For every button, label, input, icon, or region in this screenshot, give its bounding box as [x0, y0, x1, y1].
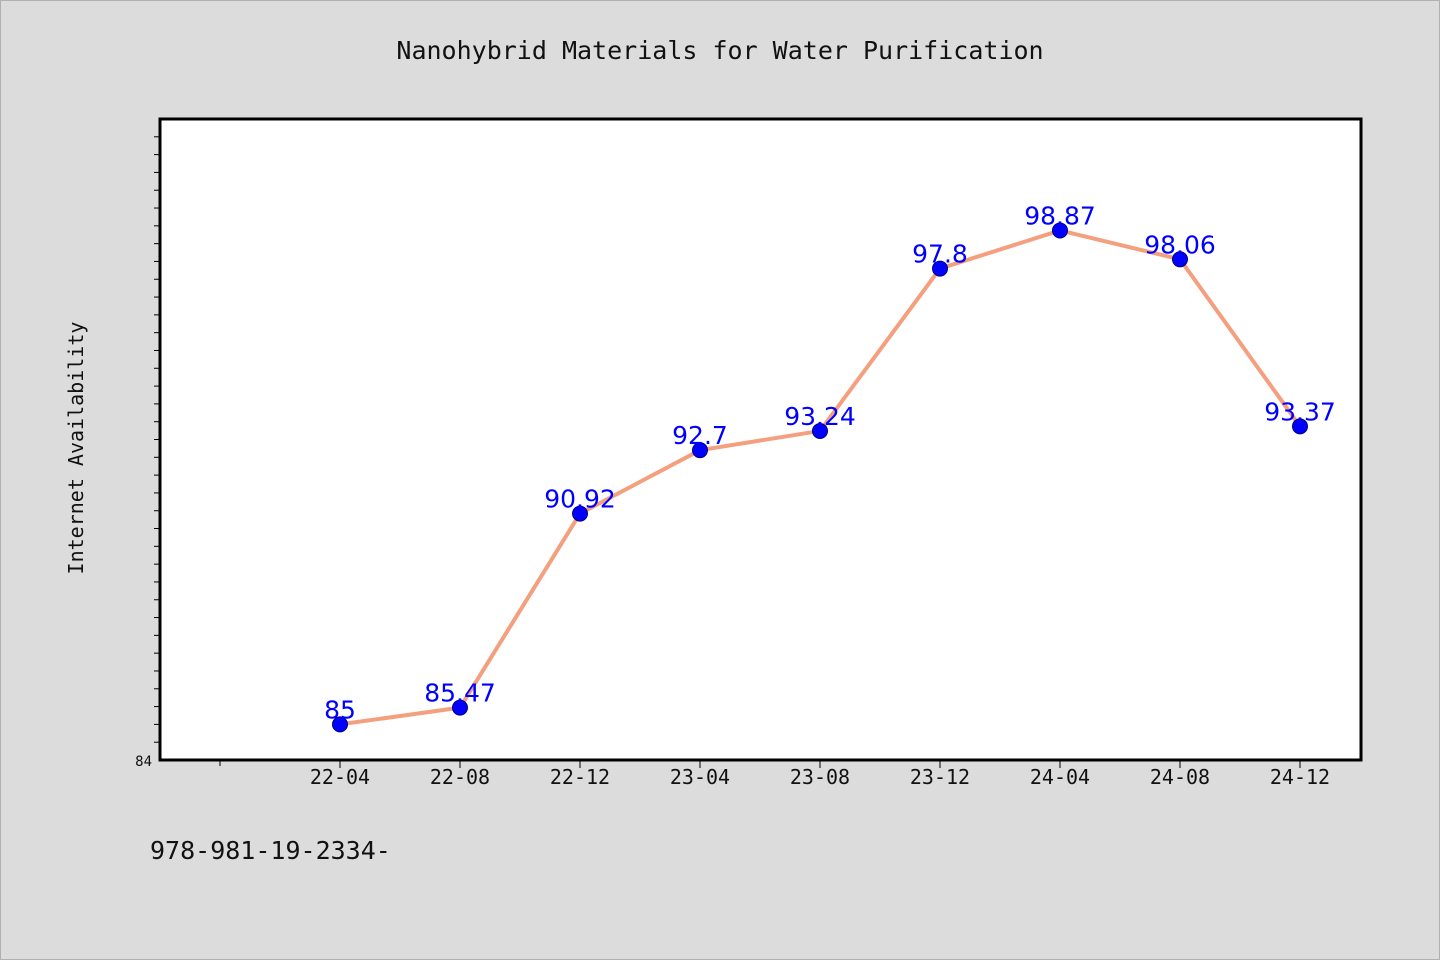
data-label: 97.8: [912, 240, 968, 269]
data-point: [332, 716, 348, 733]
data-label: 93.37: [1264, 397, 1336, 426]
data-label: 85.47: [424, 679, 496, 708]
x-tick-label: 22-04: [310, 765, 370, 789]
data-point: [1052, 222, 1068, 239]
x-tick-label: 24-12: [1270, 765, 1330, 789]
data-point: [812, 422, 828, 439]
x-tick-label: 23-12: [910, 765, 970, 789]
data-label: 85: [324, 695, 356, 724]
data-label: 90.92: [544, 485, 616, 514]
data-label: 93.24: [784, 402, 856, 431]
x-tick-label: 23-04: [670, 765, 730, 789]
x-tick-label: 23-08: [790, 765, 850, 789]
x-tick-label: 22-08: [430, 765, 490, 789]
data-label: 98.87: [1024, 201, 1096, 230]
data-point: [572, 505, 588, 522]
footnote: 978-981-19-2334-: [150, 836, 391, 865]
data-point: [692, 442, 708, 459]
data-point: [1172, 251, 1188, 268]
chart-title: Nanohybrid Materials for Water Purificat…: [396, 36, 1044, 65]
data-points: [332, 222, 1308, 733]
y-tick-label: 84: [135, 754, 152, 770]
data-label: 98.06: [1144, 230, 1216, 259]
y-axis: 84: [135, 136, 160, 770]
data-point: [452, 699, 468, 716]
x-tick-label: 24-08: [1150, 765, 1210, 789]
x-tick-label: 22-12: [550, 765, 610, 789]
x-tick-label: 24-04: [1030, 765, 1090, 789]
x-axis: 22-04 22-08 22-12 23-04 23-08 23-12 24-04 24-08…: [219, 760, 1330, 789]
data-labels: 85 85.47 90.92 92.7 93.24 97.8 98.87 98.06 93.37: [324, 201, 1336, 724]
data-point: [932, 260, 948, 277]
data-label: 92.7: [672, 421, 728, 450]
data-point: [1292, 418, 1308, 435]
